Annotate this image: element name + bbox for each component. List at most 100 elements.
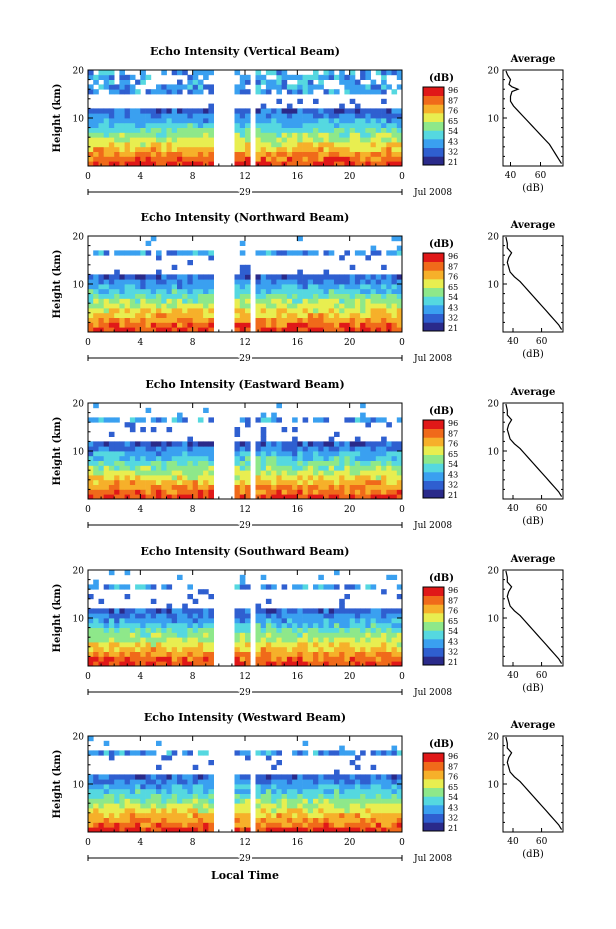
heatmap-cell <box>391 441 398 447</box>
heatmap-cell <box>187 132 193 138</box>
heatmap-cell <box>334 156 340 162</box>
heatmap-cell <box>339 822 345 828</box>
heatmap-cell <box>108 475 115 481</box>
heatmap-cell <box>192 470 199 476</box>
heatmap-cell <box>156 803 162 809</box>
heatmap-cell <box>208 451 214 457</box>
heatmap-cell <box>286 651 293 657</box>
heatmap-cell <box>391 651 398 657</box>
heatmap-cell <box>124 113 131 119</box>
heatmap-cell <box>234 142 241 148</box>
heatmap-cell <box>318 479 324 485</box>
heatmap-cell <box>197 788 204 794</box>
heatmap-cell <box>334 808 340 814</box>
heatmap-cell <box>124 788 131 794</box>
heatmap-cell <box>375 327 382 333</box>
heatmap-cell <box>281 465 288 471</box>
heatmap-cell <box>276 798 282 804</box>
heatmap-cell <box>339 750 345 756</box>
heatmap-cell <box>339 274 345 280</box>
heatmap-cell <box>365 651 371 657</box>
heatmap-cell <box>396 161 403 167</box>
heatmap-cell <box>156 646 162 652</box>
heatmap-cell <box>145 451 152 457</box>
heatmap-cell <box>281 817 288 823</box>
heatmap-cell <box>88 446 94 452</box>
heatmap-cell <box>370 784 377 790</box>
heatmap-cell <box>271 784 277 790</box>
heatmap-cell <box>119 608 125 614</box>
heatmap-cell <box>114 312 120 318</box>
heatmap-cell <box>255 74 262 80</box>
heatmap-cell <box>187 312 193 318</box>
heatmap-cell <box>208 455 214 461</box>
heatmap-cell <box>396 460 403 466</box>
heatmap-cell <box>187 446 193 452</box>
heatmap-cell <box>177 127 183 133</box>
average-frame <box>502 735 564 833</box>
heatmap-cell <box>239 774 246 780</box>
heatmap-cell <box>145 142 152 148</box>
heatmap-cell <box>375 788 382 794</box>
heatmap-cell <box>108 812 115 818</box>
heatmap-cell <box>177 627 183 633</box>
heatmap-cell <box>166 622 173 628</box>
heatmap-cell <box>166 808 173 814</box>
heatmap-cell <box>334 646 340 652</box>
heatmap-cell <box>119 308 125 314</box>
heatmap-cell <box>197 646 204 652</box>
heatmap-cell <box>292 122 298 128</box>
heatmap-cell <box>93 403 99 409</box>
heatmap-cell <box>203 122 209 128</box>
heatmap-cell <box>391 465 398 471</box>
heatmap-cell <box>323 132 330 138</box>
heatmap-cell <box>370 822 377 828</box>
heatmap-cell <box>307 274 314 280</box>
heatmap-cell <box>375 122 382 128</box>
heatmap-cell <box>98 779 105 785</box>
heatmap-cell <box>208 489 214 495</box>
heatmap-cell <box>245 637 251 643</box>
heatmap-cell <box>344 622 350 628</box>
heatmap-cell <box>171 142 178 148</box>
heatmap-cell <box>93 303 99 309</box>
heatmap-cell <box>187 317 193 323</box>
heatmap-cell <box>187 479 193 485</box>
heatmap-cell <box>375 479 382 485</box>
heatmap-cell <box>370 122 377 128</box>
heatmap-cell <box>161 460 167 466</box>
heatmap-cell <box>302 132 309 138</box>
heatmap-cell <box>365 441 371 447</box>
heatmap-cell <box>208 298 214 304</box>
x-tick-label: 4 <box>137 672 143 682</box>
heatmap-cell <box>150 118 157 124</box>
heatmap-cell <box>370 127 377 133</box>
heatmap-cell <box>182 808 188 814</box>
heatmap-cell <box>360 656 366 662</box>
heatmap-cell <box>239 656 246 662</box>
heatmap-cell <box>145 308 152 314</box>
heatmap-cell <box>119 279 125 285</box>
heatmap-cell <box>88 661 94 667</box>
heatmap-cell <box>166 108 173 114</box>
heatmap-cell <box>313 817 319 823</box>
heatmap-cell <box>339 127 345 133</box>
heatmap-cell <box>245 303 251 309</box>
heatmap-cell <box>88 594 94 600</box>
heatmap-cell <box>313 288 319 294</box>
heatmap-cell <box>156 774 162 780</box>
heatmap-cell <box>344 484 350 490</box>
x-tick-label: 20 <box>344 672 356 682</box>
heatmap-cell <box>323 317 330 323</box>
heatmap-cell <box>255 656 262 662</box>
average-x-tick-label: 40 <box>505 171 517 181</box>
x-tick-label: 8 <box>190 505 196 515</box>
heatmap-cell <box>386 574 392 580</box>
heatmap-cell <box>370 613 377 619</box>
heatmap-cell <box>381 784 387 790</box>
heatmap-cell <box>93 465 99 471</box>
heatmap-cell <box>108 642 115 648</box>
heatmap-cell <box>166 288 173 294</box>
heatmap-cell <box>177 489 183 495</box>
